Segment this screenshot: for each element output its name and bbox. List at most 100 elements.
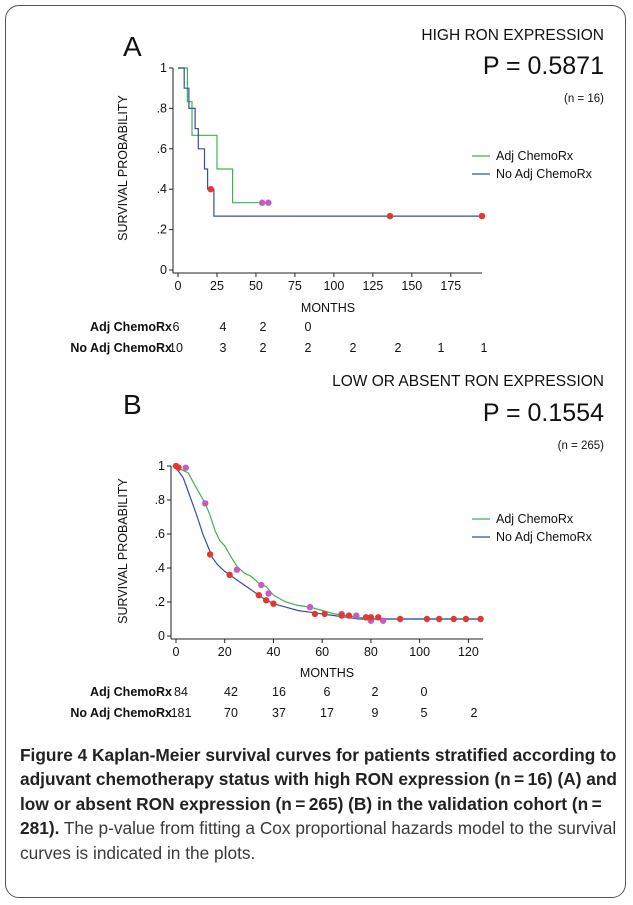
panel-a-x-tick-label: 175	[440, 279, 461, 293]
caption-plain: The p-value from fitting a Cox proportio…	[20, 818, 617, 863]
panel-a-series-adj-chemorx-line	[178, 67, 272, 204]
panel-b-series-no-adj-chemorx-censor-mark	[226, 571, 233, 578]
panel-a-risk-value: 1	[481, 341, 488, 355]
panel-a-risk-value: 2	[350, 341, 357, 355]
panel-b-risk-value: 37	[272, 706, 286, 720]
panel-b-risk-row-label: Adj ChemoRx	[90, 685, 172, 699]
panel-a-y-tick-label: .2	[157, 223, 167, 237]
panel-b-risk-value: 2	[471, 706, 478, 720]
panel-a-series-no-adj-chemorx-legend-label: No Adj ChemoRx	[496, 167, 593, 181]
panel-a-y-tick-label: .8	[157, 101, 167, 115]
panel-a-risk-value: 0	[305, 320, 312, 334]
panel-a-risk-value: 4	[220, 320, 227, 334]
panel-b-risk-value: 42	[224, 685, 238, 699]
panel-b-y-tick-label: 1	[158, 459, 165, 473]
panel-a-risk-value: 3	[220, 341, 227, 355]
panel-a-series-adj-chemorx-censor-mark	[258, 199, 266, 206]
panel-a-x-tick-label: 0	[175, 279, 182, 293]
figure-frame	[5, 5, 626, 898]
panel-a-series-no-adj-chemorx-censor-mark	[386, 212, 394, 220]
panel-b-series-no-adj-chemorx-censor-mark	[462, 615, 470, 623]
panel-b-y-tick-label: .8	[155, 493, 165, 507]
panel-a-series-adj-chemorx-legend-label: Adj ChemoRx	[496, 149, 574, 163]
panel-b-x-tick-label: 120	[458, 645, 479, 659]
panel-b-series-adj-chemorx-line	[175, 465, 483, 620]
panel-b-x-tick-label: 60	[315, 645, 329, 659]
panel-a-series-adj-chemorx-censor-mark	[265, 199, 272, 206]
panel-a-title: HIGH RON EXPRESSION	[421, 27, 604, 44]
panel-a-n-count: (n = 16)	[564, 93, 604, 105]
panel-b-series-no-adj-chemorx-censor-mark	[255, 592, 263, 599]
panel-b-label: B	[123, 389, 142, 420]
panel-b-series-no-adj-chemorx-censor-mark	[270, 600, 277, 607]
panel-b-series-no-adj-chemorx-censor-mark	[423, 615, 431, 623]
panel-b-x-tick-label: 40	[267, 645, 281, 659]
panel-b-series-no-adj-chemorx-censor-mark	[477, 615, 484, 623]
panel-a-x-tick-label: 25	[210, 279, 224, 293]
panel-a-y-tick-label: 0	[160, 263, 167, 277]
panel-a-x-tick-label: 75	[288, 279, 302, 293]
panel-a-x-tick-label: 50	[249, 279, 263, 293]
panel-a-risk-value: 2	[305, 341, 312, 355]
panel-a-risk-value: 1	[438, 341, 445, 355]
panel-a-y-tick-label: 1	[160, 61, 167, 75]
panel-b-risk-value: 6	[324, 685, 331, 699]
panel-b-series-adj-chemorx-censor-mark	[202, 500, 209, 507]
panel-b-x-tick-label: 80	[364, 645, 378, 659]
panel-a-p-value: P = 0.5871	[483, 52, 604, 80]
panel-b-risk-value: 16	[272, 685, 286, 699]
panel-a-x-tick-label: 125	[362, 279, 383, 293]
panel-a-x-tick-label: 150	[401, 279, 422, 293]
panel-b-risk-value: 181	[171, 706, 192, 720]
panel-a-y-tick-label: .6	[157, 142, 167, 156]
panel-a-risk-value: 2	[260, 320, 267, 334]
panel-b-series-no-adj-chemorx-censor-mark	[175, 464, 182, 471]
panel-a-y-axis-label: SURVIVAL PROBABILITY	[116, 95, 130, 241]
panel-b-series-no-adj-chemorx-censor-mark	[321, 610, 328, 618]
panel-b-x-tick-label: 20	[218, 645, 232, 659]
panel-a-risk-value: 2	[395, 341, 402, 355]
panel-a-series-no-adj-chemorx-line	[178, 67, 482, 217]
panel-b-series-no-adj-chemorx-censor-mark	[311, 610, 319, 618]
panel-b-series-no-adj-chemorx-legend-label: No Adj ChemoRx	[496, 530, 593, 544]
panel-b-risk-row-label: No Adj ChemoRx	[70, 706, 172, 720]
panel-b-y-tick-label: .2	[155, 595, 165, 609]
figure-caption: Figure 4 Kaplan-Meier survival curves fo…	[20, 743, 620, 865]
panel-b-series-no-adj-chemorx-censor-mark	[206, 551, 214, 558]
panel-a-series-no-adj-chemorx-censor-mark	[478, 212, 486, 220]
panel-b-y-tick-label: .4	[155, 561, 165, 575]
panel-b-x-tick-label: 0	[173, 645, 180, 659]
panel-b-series-adj-chemorx-censor-mark	[265, 590, 272, 597]
caption-bold: Figure 4 Kaplan-Meier survival curves fo…	[20, 745, 617, 839]
panel-a-series-no-adj-chemorx-censor-mark	[207, 186, 214, 193]
panel-b-series-adj-chemorx-censor-mark	[182, 464, 189, 471]
panel-a-x-tick-label: 100	[323, 279, 344, 293]
panel-a-risk-value: 10	[169, 341, 183, 355]
panel-b-risk-value: 0	[421, 685, 428, 699]
panel-b-title: LOW OR ABSENT RON EXPRESSION	[332, 373, 604, 390]
panel-b-series-adj-chemorx-censor-mark	[306, 603, 314, 611]
panel-b-p-value: P = 0.1554	[483, 399, 604, 427]
panel-b-series-adj-chemorx-censor-mark	[258, 581, 265, 589]
panel-b-series-no-adj-chemorx-censor-mark	[367, 614, 375, 621]
panel-b-series-adj-chemorx-censor-mark	[353, 612, 360, 619]
panel-b-risk-value: 84	[174, 685, 188, 699]
panel-a-risk-value: 2	[260, 341, 267, 355]
panel-b-series-no-adj-chemorx-censor-mark	[338, 612, 345, 619]
panel-b-x-tick-label: 100	[409, 645, 430, 659]
panel-b-risk-value: 2	[372, 685, 379, 699]
panel-a-y-tick-label: .4	[157, 182, 167, 196]
panel-b-series-no-adj-chemorx-censor-mark	[345, 612, 353, 619]
panel-b-series-no-adj-chemorx-censor-mark	[396, 615, 404, 623]
panel-b-series-no-adj-chemorx-censor-mark	[262, 597, 270, 604]
panel-b-series-no-adj-chemorx-censor-mark	[362, 614, 370, 621]
panel-b-series-no-adj-chemorx-censor-mark	[375, 614, 382, 621]
panel-a-x-axis-label: MONTHS	[301, 301, 355, 315]
panel-b-series-adj-chemorx-censor-mark	[233, 566, 241, 573]
panel-b-risk-value: 70	[224, 706, 238, 720]
panel-b-series-adj-chemorx-legend-label: Adj ChemoRx	[496, 512, 574, 526]
panel-b-n-count: (n = 265)	[558, 440, 605, 452]
panel-b-y-tick-label: 0	[158, 629, 165, 643]
panel-b-risk-value: 5	[421, 706, 428, 720]
